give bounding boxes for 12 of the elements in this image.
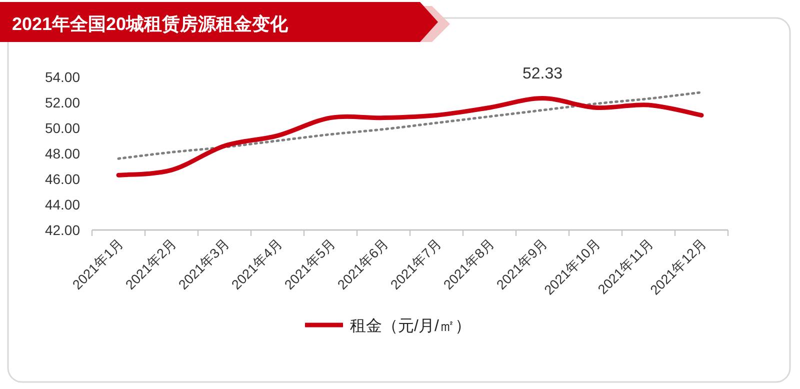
- chart-title: 2021年全国20城租赁房源租金变化: [12, 14, 290, 34]
- y-tick-label: 42.00: [44, 222, 80, 238]
- y-tick-label: 52.00: [44, 94, 80, 110]
- y-tick-label: 44.00: [44, 196, 80, 212]
- legend-label: 租金（元/月/㎡）: [350, 318, 471, 335]
- y-tick-label: 48.00: [44, 146, 80, 162]
- line-series: [117, 91, 703, 160]
- y-tick-label: 54.00: [44, 69, 80, 85]
- y-tick-label: 50.00: [44, 120, 80, 136]
- data-label: 52.33: [522, 65, 563, 82]
- y-tick-label: 46.00: [44, 171, 80, 187]
- line-series: [116, 96, 704, 178]
